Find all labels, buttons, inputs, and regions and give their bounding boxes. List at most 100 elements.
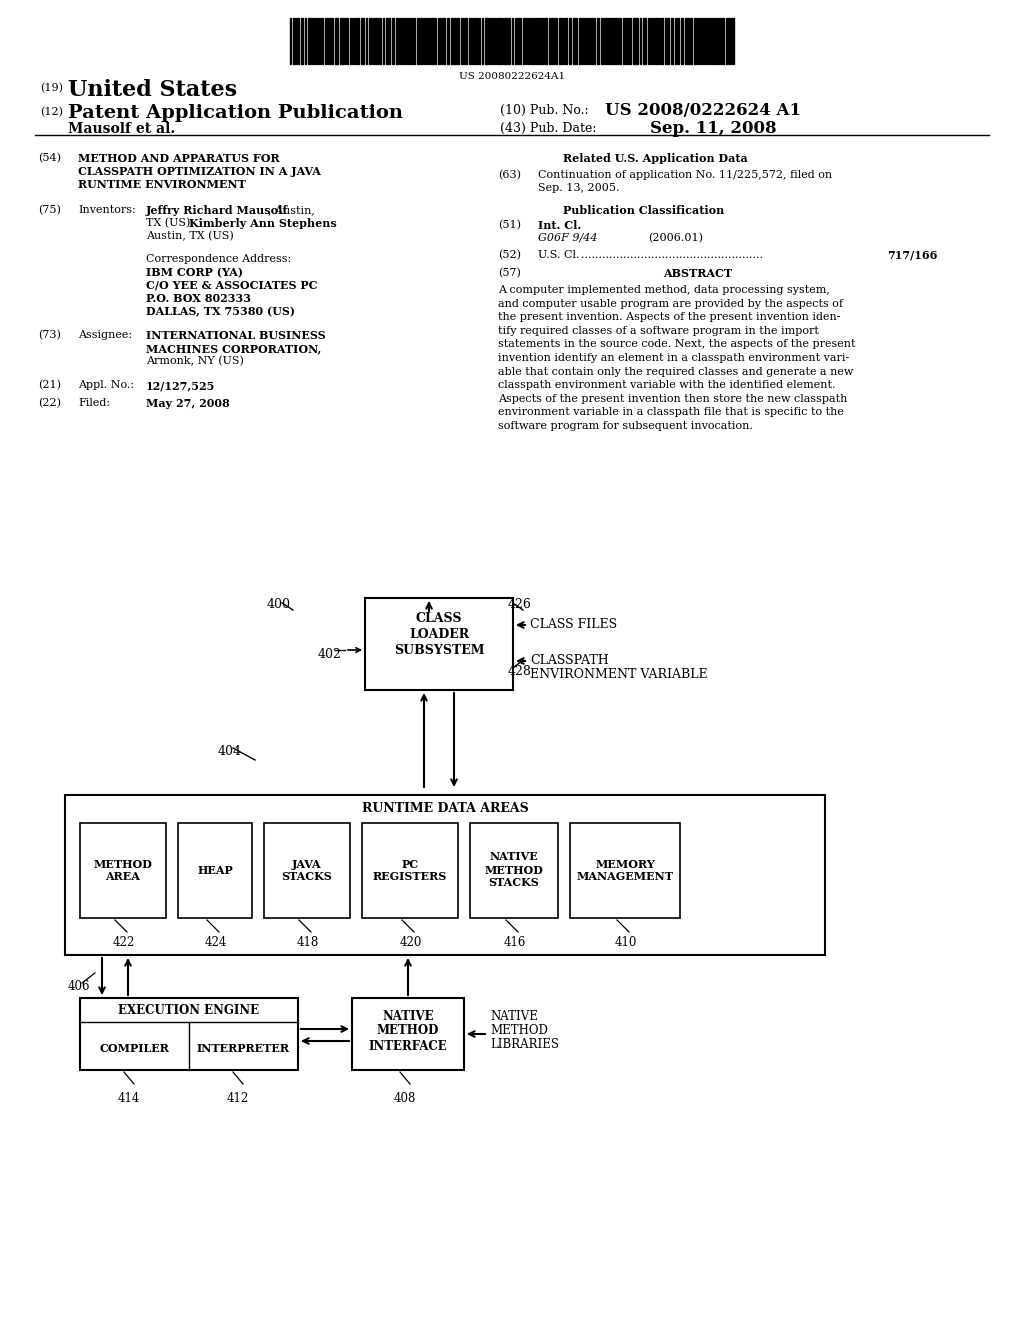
Text: 426: 426	[508, 598, 531, 611]
Bar	[408, 18, 410, 63]
Text: IBM CORP (YA): IBM CORP (YA)	[146, 267, 243, 279]
Bar	[361, 18, 364, 63]
Text: INTERPRETER: INTERPRETER	[197, 1043, 290, 1053]
Bar	[655, 18, 658, 63]
Text: MEMORY: MEMORY	[595, 858, 655, 870]
Text: STACKS: STACKS	[282, 871, 333, 883]
Text: COMPILER: COMPILER	[99, 1043, 169, 1053]
Text: , Austin,: , Austin,	[268, 205, 314, 215]
Text: METHOD: METHOD	[93, 858, 153, 870]
Text: 408: 408	[394, 1092, 417, 1105]
Bar	[498, 18, 501, 63]
Text: Correspondence Address:: Correspondence Address:	[146, 253, 291, 264]
Bar	[442, 18, 445, 63]
Text: (52): (52)	[498, 249, 521, 260]
Bar	[308, 18, 310, 63]
Bar	[317, 18, 319, 63]
Bar	[504, 18, 507, 63]
Bar	[178, 822, 252, 917]
Bar	[722, 18, 724, 63]
Bar	[628, 18, 631, 63]
Bar	[342, 18, 344, 63]
Bar	[608, 18, 611, 63]
Text: AREA: AREA	[105, 871, 140, 883]
Text: ABSTRACT: ABSTRACT	[663, 268, 732, 279]
Text: A computer implemented method, data processing system,
and computer usable progr: A computer implemented method, data proc…	[498, 285, 855, 432]
Text: LIBRARIES: LIBRARIES	[490, 1038, 559, 1051]
Text: ENVIRONMENT VARIABLE: ENVIRONMENT VARIABLE	[530, 668, 708, 681]
Text: Inventors:: Inventors:	[78, 205, 136, 215]
Bar	[420, 18, 422, 63]
Text: (75): (75)	[38, 205, 60, 215]
Bar	[80, 998, 298, 1071]
Bar	[591, 18, 593, 63]
Text: SUBSYSTEM: SUBSYSTEM	[394, 644, 484, 656]
Bar	[597, 18, 599, 63]
Text: 424: 424	[205, 936, 227, 949]
Text: US 20080222624A1: US 20080222624A1	[459, 73, 565, 81]
Bar	[662, 18, 663, 63]
Text: (43) Pub. Date:: (43) Pub. Date:	[500, 121, 597, 135]
Bar	[401, 18, 403, 63]
Text: 717/166: 717/166	[888, 249, 938, 261]
Text: 400: 400	[267, 598, 291, 611]
Bar	[465, 18, 467, 63]
Text: P.O. BOX 802333: P.O. BOX 802333	[146, 293, 251, 304]
Bar	[728, 18, 730, 63]
Bar	[579, 18, 581, 63]
Bar	[569, 18, 571, 63]
Bar	[517, 18, 519, 63]
Bar	[538, 18, 541, 63]
Text: RUNTIME DATA AREAS: RUNTIME DATA AREAS	[361, 803, 528, 816]
Text: Int. Cl.: Int. Cl.	[538, 220, 582, 231]
Bar	[80, 822, 166, 917]
Bar	[573, 18, 575, 63]
Text: CLASSPATH: CLASSPATH	[530, 653, 608, 667]
Text: (21): (21)	[38, 380, 61, 391]
Text: TX (US);: TX (US);	[146, 218, 198, 228]
Text: (73): (73)	[38, 330, 60, 341]
Bar	[570, 822, 680, 917]
Bar	[535, 18, 537, 63]
Bar	[687, 18, 689, 63]
Text: Sep. 11, 2008: Sep. 11, 2008	[650, 120, 776, 137]
Bar	[601, 18, 603, 63]
Bar	[565, 18, 567, 63]
Bar	[431, 18, 434, 63]
Bar	[293, 18, 295, 63]
Text: EXECUTION ENGINE: EXECUTION ENGINE	[119, 1003, 259, 1016]
Text: Related U.S. Application Data: Related U.S. Application Data	[563, 153, 748, 164]
Text: Mausolf et al.: Mausolf et al.	[68, 121, 175, 136]
Bar	[707, 18, 709, 63]
Text: JAVA: JAVA	[292, 858, 322, 870]
Bar	[457, 18, 459, 63]
Text: 414: 414	[118, 1092, 140, 1105]
Text: PC: PC	[401, 858, 419, 870]
Text: 416: 416	[504, 936, 526, 949]
Bar	[362, 822, 458, 917]
Text: (22): (22)	[38, 399, 61, 408]
Text: METHOD: METHOD	[490, 1024, 548, 1038]
Text: Assignee:: Assignee:	[78, 330, 132, 341]
Bar	[365, 598, 513, 690]
Bar	[633, 18, 636, 63]
Bar	[392, 18, 394, 63]
Bar	[454, 18, 456, 63]
Text: 402: 402	[318, 648, 342, 661]
Text: (10) Pub. No.:: (10) Pub. No.:	[500, 104, 589, 117]
Text: STACKS: STACKS	[488, 878, 540, 888]
Bar	[681, 18, 683, 63]
Text: May 27, 2008: May 27, 2008	[146, 399, 229, 409]
Text: LOADER: LOADER	[409, 627, 469, 640]
Text: Continuation of application No. 11/225,572, filed on: Continuation of application No. 11/225,5…	[538, 170, 833, 180]
Text: G06F 9/44: G06F 9/44	[538, 234, 597, 243]
Text: 12/127,525: 12/127,525	[146, 380, 215, 391]
Bar	[643, 18, 646, 63]
Bar	[329, 18, 331, 63]
Text: Kimberly Ann Stephens: Kimberly Ann Stephens	[189, 218, 337, 228]
Bar	[544, 18, 547, 63]
Bar	[301, 18, 303, 63]
Bar	[559, 18, 562, 63]
Bar	[588, 18, 590, 63]
Text: METHOD: METHOD	[484, 865, 544, 875]
